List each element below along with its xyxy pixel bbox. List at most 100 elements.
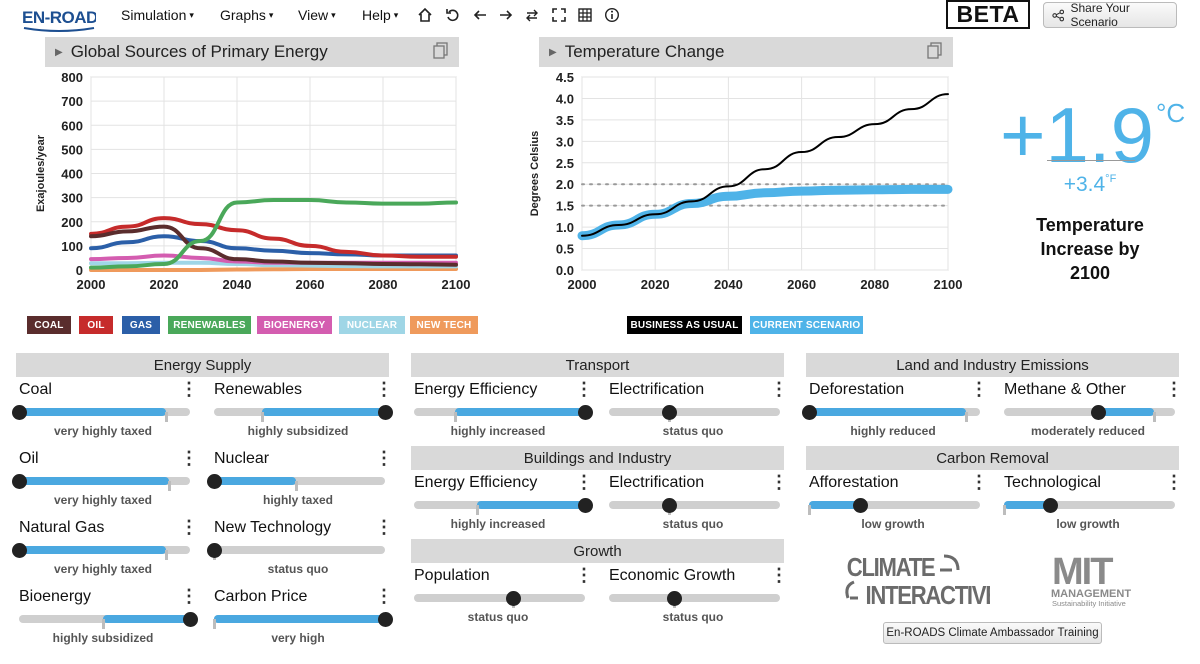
- slider-track[interactable]: [214, 477, 385, 485]
- slider-handle[interactable]: [12, 474, 27, 489]
- slider-status: very highly taxed: [53, 493, 153, 507]
- expand-triangle-icon[interactable]: ▶: [549, 46, 557, 58]
- slider-handle[interactable]: [853, 498, 869, 513]
- status-quo-marker: [476, 505, 480, 515]
- section-transport: Transport: [411, 353, 784, 377]
- more-options-icon[interactable]: ⋮: [375, 517, 393, 537]
- series-line-oil: [89, 216, 458, 259]
- more-options-icon[interactable]: ⋮: [1165, 472, 1183, 492]
- more-options-icon[interactable]: ⋮: [180, 586, 198, 606]
- slider-track[interactable]: [609, 408, 780, 416]
- slider-handle[interactable]: [666, 591, 682, 606]
- status-quo-marker: [101, 619, 105, 629]
- slider-handle[interactable]: [207, 543, 222, 558]
- slider-handle[interactable]: [1091, 405, 1107, 420]
- forward-arrow-icon[interactable]: [496, 5, 516, 25]
- legend-new-tech[interactable]: NEW TECH: [410, 316, 478, 334]
- slider-handle[interactable]: [207, 474, 222, 489]
- slider-status: very highly taxed: [53, 562, 153, 576]
- menu-graphs[interactable]: Graphs ▾: [220, 7, 274, 23]
- more-options-icon[interactable]: ⋮: [375, 379, 393, 399]
- slider-track[interactable]: [214, 546, 385, 554]
- legend-business-as-usual[interactable]: BUSINESS AS USUAL: [627, 316, 742, 334]
- menu-view[interactable]: View ▾: [298, 7, 336, 23]
- slider-status: status quo: [662, 610, 724, 624]
- slider-status: highly taxed: [262, 493, 333, 507]
- slider-track[interactable]: [414, 594, 585, 602]
- copy-icon[interactable]: [433, 42, 449, 60]
- fullscreen-icon[interactable]: [549, 5, 569, 25]
- slider-handle[interactable]: [378, 405, 393, 420]
- slider-card-bioenergy: Bioenergy ⋮ highly subsidized: [16, 586, 198, 650]
- slider-handle[interactable]: [578, 405, 593, 420]
- section-buildings-industry: Buildings and Industry: [411, 446, 784, 470]
- slider-track[interactable]: [1004, 501, 1175, 509]
- expand-triangle-icon[interactable]: ▶: [55, 46, 63, 58]
- slider-track[interactable]: [1004, 408, 1175, 416]
- x-tick-label: 2080: [369, 277, 398, 292]
- info-icon[interactable]: [602, 5, 622, 25]
- slider-handle[interactable]: [378, 612, 393, 627]
- slider-fill: [102, 615, 190, 623]
- legend-gas[interactable]: GAS: [122, 316, 160, 334]
- more-options-icon[interactable]: ⋮: [180, 517, 198, 537]
- slider-handle[interactable]: [661, 498, 677, 513]
- slider-track[interactable]: [609, 501, 780, 509]
- back-arrow-icon[interactable]: [470, 5, 490, 25]
- table-icon[interactable]: [575, 5, 595, 25]
- swap-icon[interactable]: [522, 5, 542, 25]
- more-options-icon[interactable]: ⋮: [575, 565, 593, 585]
- more-options-icon[interactable]: ⋮: [1165, 379, 1183, 399]
- slider-handle[interactable]: [578, 498, 593, 513]
- more-options-icon[interactable]: ⋮: [770, 565, 788, 585]
- more-options-icon[interactable]: ⋮: [375, 448, 393, 468]
- more-options-icon[interactable]: ⋮: [770, 379, 788, 399]
- slider-label: Nuclear: [214, 450, 270, 467]
- slider-card-economic-growth: Economic Growth ⋮ status quo: [606, 565, 788, 629]
- slider-handle[interactable]: [506, 591, 522, 606]
- legend-coal[interactable]: COAL: [27, 316, 71, 334]
- slider-handle[interactable]: [183, 612, 198, 627]
- slider-card-population: Population ⋮ status quo: [411, 565, 593, 629]
- undo-icon[interactable]: [443, 5, 463, 25]
- legend-bioenergy[interactable]: BIOENERGY: [257, 316, 332, 334]
- more-options-icon[interactable]: ⋮: [970, 379, 988, 399]
- more-options-icon[interactable]: ⋮: [970, 472, 988, 492]
- copy-icon[interactable]: [927, 42, 943, 60]
- en-roads-logo[interactable]: EN-ROADS: [22, 4, 96, 34]
- more-options-icon[interactable]: ⋮: [375, 586, 393, 606]
- x-tick-label: 2080: [860, 277, 889, 292]
- more-options-icon[interactable]: ⋮: [180, 448, 198, 468]
- home-icon[interactable]: [415, 5, 435, 25]
- legend-current-scenario[interactable]: CURRENT SCENARIO: [750, 316, 863, 334]
- menu-help[interactable]: Help ▾: [362, 7, 399, 23]
- plot-area: [581, 76, 949, 271]
- slider-handle[interactable]: [661, 405, 677, 420]
- graph1-title: Global Sources of Primary Energy: [70, 42, 328, 61]
- menu-simulation[interactable]: Simulation ▾: [121, 7, 194, 23]
- slider-track[interactable]: [609, 594, 780, 602]
- more-options-icon[interactable]: ⋮: [575, 379, 593, 399]
- status-quo-marker: [165, 550, 169, 560]
- graph2-header[interactable]: ▶ Temperature Change: [539, 37, 953, 67]
- slider-card-nuclear: Nuclear ⋮ highly taxed: [207, 448, 393, 512]
- slider-handle[interactable]: [1043, 498, 1059, 513]
- share-scenario-button[interactable]: Share Your Scenario: [1043, 1, 1177, 29]
- legend-renewables[interactable]: RENEWABLES: [168, 316, 251, 334]
- legend-nuclear[interactable]: NUCLEAR: [339, 316, 405, 334]
- temperature-celsius-value: +1.9°C: [1000, 91, 1186, 179]
- more-options-icon[interactable]: ⋮: [180, 379, 198, 399]
- graph1-header[interactable]: ▶ Global Sources of Primary Energy: [45, 37, 459, 67]
- legend-oil[interactable]: OIL: [79, 316, 113, 334]
- slider-handle[interactable]: [12, 543, 27, 558]
- slider-handle[interactable]: [802, 405, 817, 420]
- ambassador-training-button[interactable]: En-ROADS Climate Ambassador Training: [883, 622, 1102, 644]
- slider-handle[interactable]: [12, 405, 27, 420]
- more-options-icon[interactable]: ⋮: [575, 472, 593, 492]
- x-tick-label: 2020: [150, 277, 179, 292]
- slider-fill: [214, 615, 385, 623]
- slider-track[interactable]: [809, 501, 980, 509]
- slider-label: Deforestation: [809, 381, 905, 398]
- more-options-icon[interactable]: ⋮: [770, 472, 788, 492]
